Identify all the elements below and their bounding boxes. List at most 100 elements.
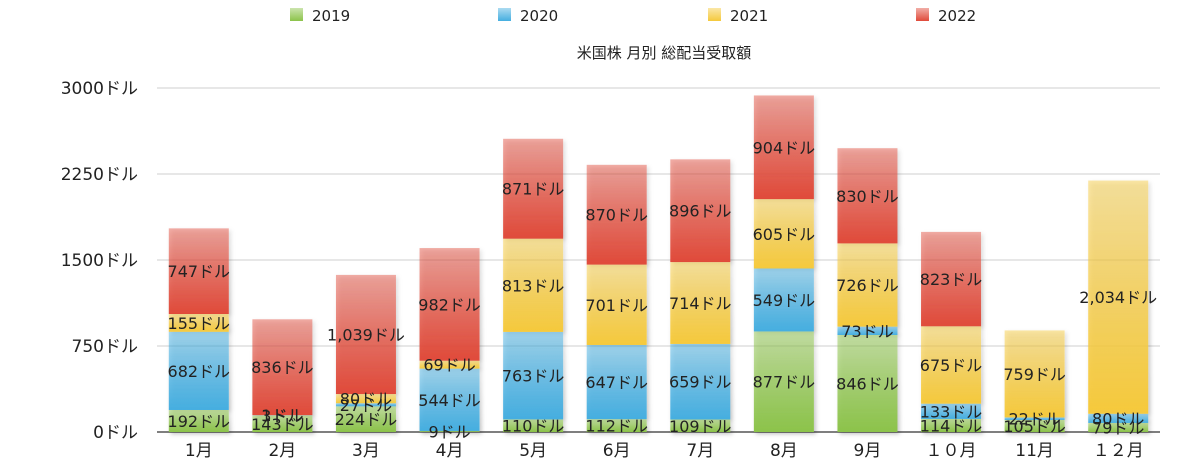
data-label-2019: 224ドル bbox=[335, 410, 398, 429]
data-label-2022: 982ドル bbox=[418, 295, 481, 314]
bar-stack bbox=[503, 138, 564, 432]
x-axis: 1月 2月 3月 4月 5月 6月 7月 8月 9月 １０月 11月 １２月 bbox=[185, 441, 1144, 461]
bar-stack bbox=[670, 159, 731, 432]
bar-segment-2020 bbox=[1088, 413, 1149, 423]
bar-segment-2021 bbox=[419, 360, 480, 369]
data-label-2022: 896ドル bbox=[669, 202, 732, 221]
y-tick-label: 750ドル bbox=[72, 337, 138, 357]
x-tick-label: 11月 bbox=[1015, 441, 1054, 461]
bar-segment-2021 bbox=[1004, 330, 1065, 418]
bar-segment-2019 bbox=[670, 419, 731, 432]
bar-segment-2020 bbox=[1004, 417, 1065, 420]
data-label-2022: 830ドル bbox=[836, 187, 899, 206]
data-label-2022: 1,039ドル bbox=[327, 325, 405, 344]
y-tick-label: 0ドル bbox=[93, 423, 138, 443]
x-tick-label: 3月 bbox=[352, 441, 380, 461]
bar-segment-2021 bbox=[1088, 180, 1149, 414]
bar-segment-2022 bbox=[921, 231, 982, 327]
data-label-2020: 73ドル bbox=[841, 322, 893, 341]
gridlines bbox=[157, 87, 1160, 433]
bar-segment-2021 bbox=[168, 314, 229, 332]
bar-segment-2022 bbox=[586, 164, 647, 265]
bar-segment-2021 bbox=[335, 394, 396, 404]
data-label-2021: 714ドル bbox=[669, 294, 732, 313]
bar-segment-2022 bbox=[753, 95, 814, 200]
x-tick-label: 2月 bbox=[268, 441, 296, 461]
bar-segment-2022 bbox=[335, 274, 396, 395]
bar-segment-2019 bbox=[1004, 419, 1065, 432]
legend-label-2020: 2020 bbox=[520, 7, 558, 25]
y-tick-label: 3000ドル bbox=[61, 79, 138, 99]
data-label-2021: 675ドル bbox=[920, 356, 983, 375]
legend: 2019 2020 2021 2022 bbox=[290, 7, 976, 25]
data-label-2022: 747ドル bbox=[168, 262, 231, 281]
bar-stack bbox=[252, 319, 313, 432]
legend-swatch-2022 bbox=[916, 8, 929, 21]
data-label-2020: 3ドル bbox=[261, 406, 303, 425]
y-tick-label: 1500ドル bbox=[61, 251, 138, 271]
data-label-2021: 605ドル bbox=[753, 225, 816, 244]
bar-segment-2019 bbox=[1088, 422, 1149, 432]
data-label-2019: 110ドル bbox=[502, 417, 565, 436]
bar-stack bbox=[586, 164, 647, 432]
data-label-2021: 813ドル bbox=[502, 276, 565, 295]
data-label-2019: 114ドル bbox=[920, 416, 983, 435]
data-label-2021: 80ドル bbox=[340, 390, 392, 409]
x-tick-label: 7月 bbox=[686, 441, 714, 461]
bar-segment-2020 bbox=[753, 268, 814, 332]
bar-segment-2021 bbox=[670, 262, 731, 344]
bar-segment-2019 bbox=[335, 406, 396, 432]
bar-segment-2019 bbox=[921, 418, 982, 432]
bar-segment-2020 bbox=[837, 326, 898, 335]
data-label-2020: 22ドル bbox=[1008, 410, 1060, 429]
bar-stack bbox=[335, 274, 396, 432]
bar-stack bbox=[419, 248, 480, 432]
data-label-2019: 877ドル bbox=[753, 373, 816, 392]
bar-segment-2020 bbox=[586, 344, 647, 420]
x-tick-label: 6月 bbox=[603, 441, 631, 461]
data-label-2021: 2,034ドル bbox=[1079, 288, 1157, 307]
x-tick-label: 4月 bbox=[436, 441, 464, 461]
legend-label-2019: 2019 bbox=[312, 7, 350, 25]
data-label-2020: 682ドル bbox=[168, 362, 231, 381]
bar-segment-2020 bbox=[168, 331, 229, 410]
data-label-2020: 659ドル bbox=[669, 373, 732, 392]
bar-segment-2019 bbox=[753, 331, 814, 432]
data-label-2021: 69ドル bbox=[423, 356, 475, 375]
bar-segment-2022 bbox=[168, 228, 229, 315]
bar-segment-2022 bbox=[837, 148, 898, 244]
bar-segment-2020 bbox=[670, 343, 731, 420]
bar-segment-2020 bbox=[503, 331, 564, 420]
bar-segment-2019 bbox=[503, 419, 564, 432]
data-label-2022: 823ドル bbox=[920, 270, 983, 289]
legend-label-2022: 2022 bbox=[938, 7, 976, 25]
data-label-2020: 647ドル bbox=[585, 373, 648, 392]
data-label-2022: 870ドル bbox=[585, 206, 648, 225]
y-axis: 0ドル 750ドル 1500ドル 2250ドル 3000ドル bbox=[61, 79, 138, 443]
bar-segment-2021 bbox=[503, 238, 564, 332]
bar-segment-2021 bbox=[921, 326, 982, 404]
bar-segment-2022 bbox=[670, 159, 731, 263]
data-label-2021: 701ドル bbox=[585, 296, 648, 315]
data-label-2020: 549ドル bbox=[753, 291, 816, 310]
data-label-2022: 836ドル bbox=[251, 358, 314, 377]
x-tick-label: 5月 bbox=[519, 441, 547, 461]
data-label-2019: 109ドル bbox=[669, 417, 732, 436]
bars bbox=[168, 95, 1149, 432]
bar-segment-2021 bbox=[837, 243, 898, 327]
data-label-2021: 759ドル bbox=[1003, 365, 1066, 384]
data-label-2020: 80ドル bbox=[1092, 409, 1144, 428]
bar-segment-2019 bbox=[168, 409, 229, 432]
data-label-2019: 192ドル bbox=[168, 412, 231, 431]
bar-segment-2020 bbox=[921, 403, 982, 419]
data-label-2021: 726ドル bbox=[836, 276, 899, 295]
data-label-2020: 27ドル bbox=[340, 396, 392, 415]
bar-segment-2019 bbox=[586, 419, 647, 432]
bar-stack bbox=[837, 148, 898, 432]
bar-stack bbox=[753, 95, 814, 432]
x-tick-label: １２月 bbox=[1093, 441, 1144, 461]
data-label-2019: 143ドル bbox=[251, 415, 314, 434]
data-label-2021: 1ドル bbox=[261, 406, 303, 425]
bar-segment-2022 bbox=[419, 248, 480, 361]
